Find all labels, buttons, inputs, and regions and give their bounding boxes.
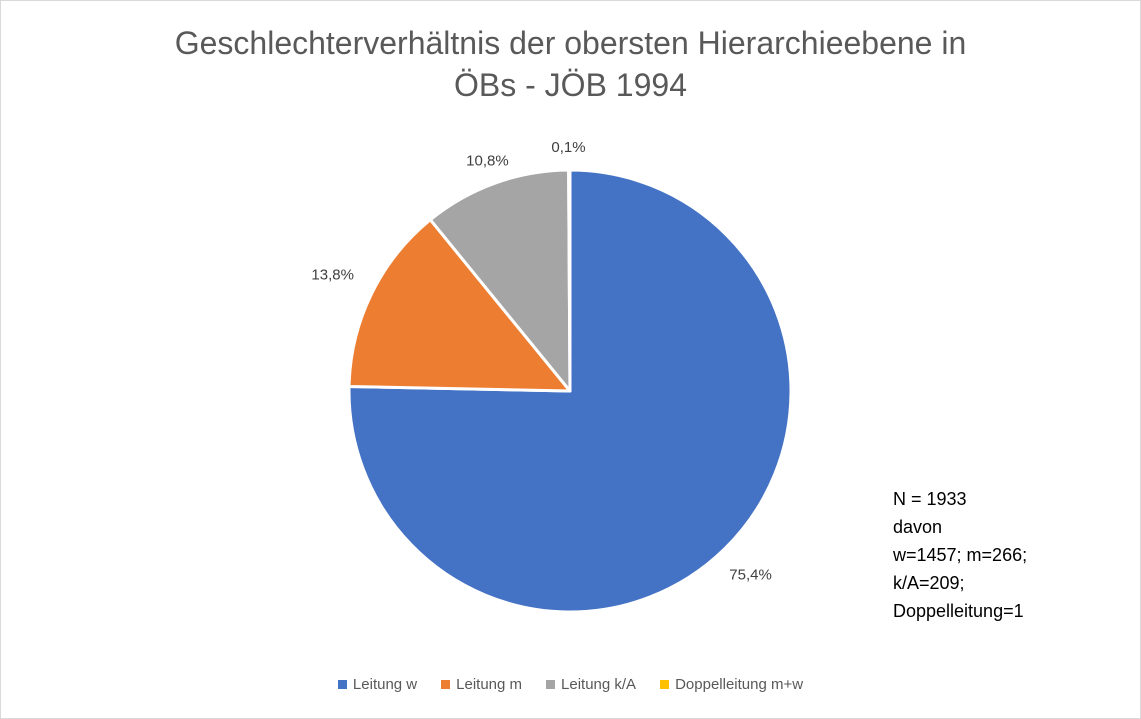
legend-label-leitung-w: Leitung w bbox=[352, 676, 418, 693]
sample-note: N = 1933 davon w=1457; m=266; k/A=209; D… bbox=[893, 485, 1027, 625]
note-line-total: N = 1933 bbox=[893, 489, 967, 509]
legend-label-doppelleitung: Doppelleitung m+w bbox=[675, 676, 804, 693]
data-label-leitung-w: 75,4% bbox=[729, 566, 772, 583]
legend-swatch-leitung-ka bbox=[546, 680, 556, 689]
legend-label-leitung-m: Leitung m bbox=[456, 676, 523, 693]
legend-item-leitung-ka: Leitung k/A bbox=[546, 676, 636, 693]
note-line-counts-wm: w=1457; m=266; bbox=[893, 545, 1028, 565]
legend-item-leitung-w: Leitung w bbox=[337, 676, 418, 693]
data-label-doppelleitung: 0,1% bbox=[551, 139, 585, 156]
legend-label-leitung-ka: Leitung k/A bbox=[561, 676, 637, 693]
chart-title-line-1: Geschlechterverhältnis der obersten Hier… bbox=[174, 25, 967, 61]
pie-slice-leitung-m bbox=[347, 218, 572, 393]
chart-legend: Leitung w Leitung m Leitung k/A Doppelle… bbox=[0, 676, 1141, 693]
chart-title: Geschlechterverhältnis der obersten Hier… bbox=[0, 22, 1141, 106]
legend-item-doppelleitung: Doppelleitung m+w bbox=[660, 676, 803, 693]
pie-slice-doppelleitung bbox=[567, 168, 572, 393]
note-line-counts-double: Doppelleitung=1 bbox=[893, 601, 1024, 621]
data-label-leitung-ka: 10,8% bbox=[466, 152, 509, 169]
note-line-counts-ka: k/A=209; bbox=[893, 573, 965, 593]
legend-item-leitung-m: Leitung m bbox=[441, 676, 522, 693]
chart-title-line-2: ÖBs - JÖB 1994 bbox=[454, 67, 687, 103]
legend-swatch-leitung-w bbox=[337, 680, 347, 689]
legend-swatch-doppelleitung bbox=[660, 680, 670, 689]
legend-swatch-leitung-m bbox=[441, 680, 451, 689]
note-line-davon: davon bbox=[893, 517, 943, 537]
data-label-leitung-m: 13,8% bbox=[311, 266, 354, 283]
pie-slice-leitung-ka bbox=[428, 168, 572, 393]
